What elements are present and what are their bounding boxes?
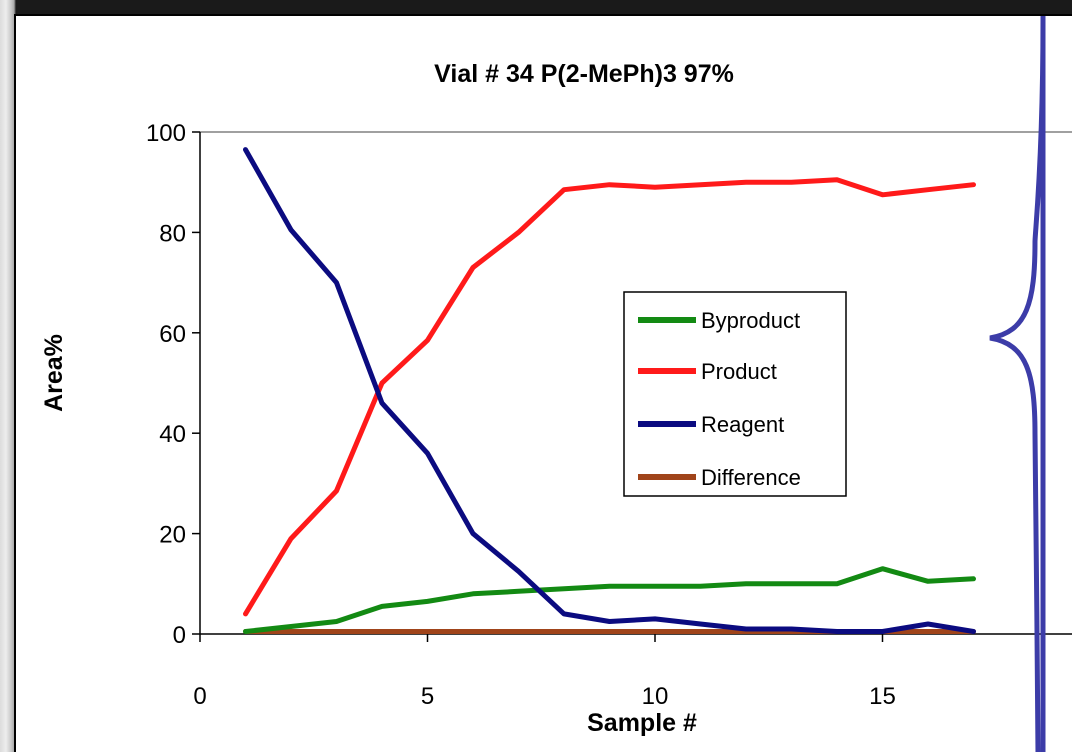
legend-label-byproduct: Byproduct	[701, 308, 800, 333]
series-line-reagent	[243, 147, 976, 634]
legend-label-difference: Difference	[701, 465, 801, 490]
chart-title: Vial # 34 P(2-MePh)3 97%	[434, 60, 734, 88]
x-axis-title: Sample #	[587, 709, 697, 737]
y-tick-label: 40	[159, 421, 186, 448]
series-line-product	[243, 177, 976, 617]
curly-brace	[989, 17, 1046, 752]
legend-box	[623, 291, 847, 497]
x-tick-label: 0	[193, 683, 206, 710]
legend-label-reagent: Reagent	[701, 412, 784, 437]
y-tick-label: 0	[173, 622, 186, 649]
series-layer	[243, 147, 976, 634]
chart: Vial # 34 P(2-MePh)3 97% Area% Sample # …	[40, 16, 1072, 752]
series-line-byproduct	[243, 566, 976, 634]
x-tick-label: 10	[642, 683, 669, 710]
y-axis-title: Area%	[40, 334, 68, 412]
brace-annotation	[989, 16, 1046, 752]
y-tick-label: 100	[146, 120, 186, 147]
x-tick-label: 15	[869, 683, 896, 710]
legend: Byproduct Product Reagent Difference	[623, 291, 847, 497]
y-tick-label: 80	[159, 220, 186, 247]
chart-panel: Vial # 34 P(2-MePh)3 97% Area% Sample # …	[14, 14, 1072, 752]
y-tick-label: 60	[159, 321, 186, 348]
y-tick-label: 20	[159, 522, 186, 549]
x-tick-label: 5	[421, 683, 434, 710]
legend-label-product: Product	[701, 359, 777, 384]
